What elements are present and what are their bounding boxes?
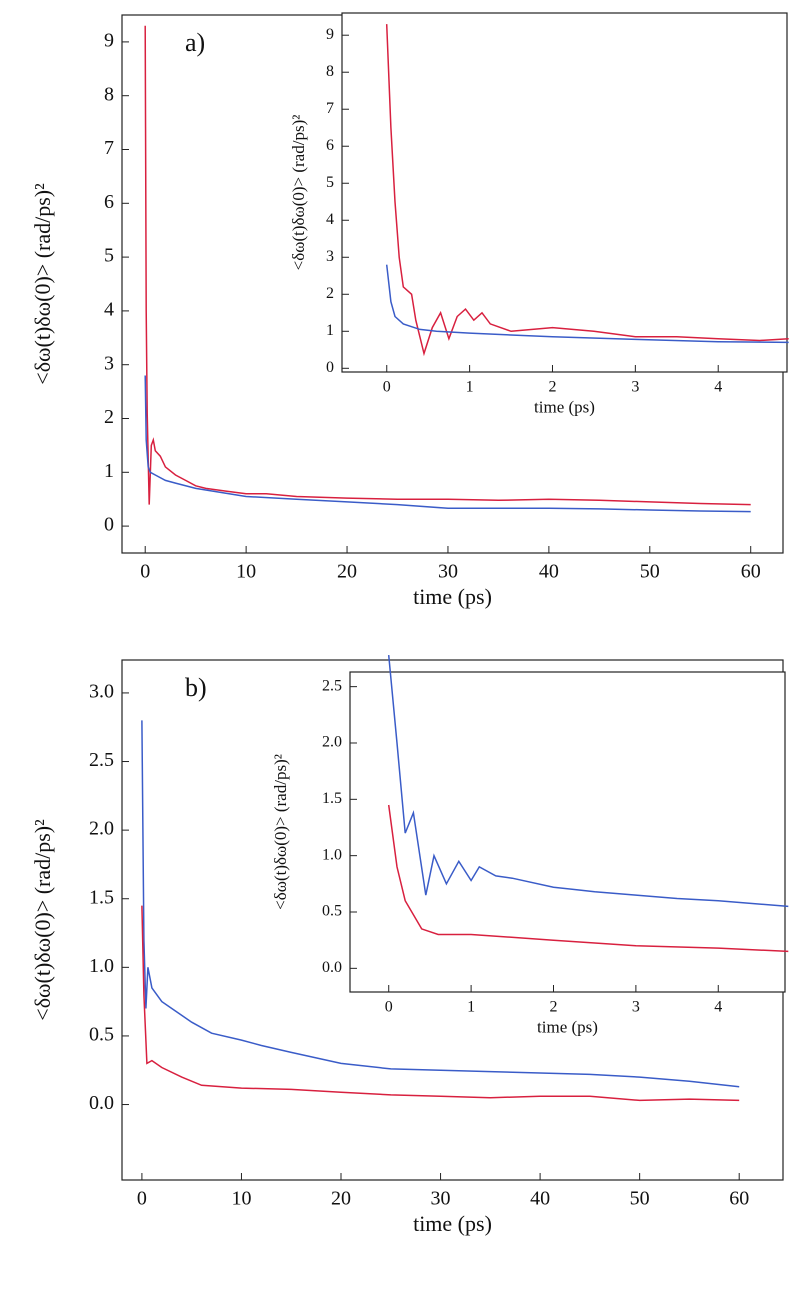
x-axis-label: time (ps) [413, 1211, 492, 1236]
x-tick-label: 2 [548, 379, 556, 396]
y-tick-label: 6 [326, 137, 334, 154]
y-axis-label: <δω(t)δω(0)> (rad/ps)² [289, 115, 308, 271]
x-tick-label: 20 [331, 1188, 351, 1210]
y-tick-label: 8 [326, 63, 334, 80]
y-axis-label: <δω(t)δω(0)> (rad/ps)² [30, 819, 55, 1021]
y-tick-label: 2.5 [89, 749, 114, 771]
y-tick-label: 4 [104, 298, 114, 320]
y-tick-label: 5 [326, 174, 334, 191]
x-tick-label: 1 [466, 379, 474, 396]
x-tick-label: 30 [431, 1188, 451, 1210]
x-tick-label: 60 [729, 1188, 749, 1210]
y-tick-label: 1.5 [89, 886, 114, 908]
y-tick-label: 9 [104, 29, 114, 51]
x-tick-label: 3 [631, 379, 639, 396]
x-tick-label: 3 [632, 999, 640, 1016]
x-tick-label: 50 [630, 1188, 650, 1210]
x-tick-label: 10 [236, 561, 256, 583]
y-axis-label: <δω(t)δω(0)> (rad/ps)² [271, 754, 290, 910]
y-tick-label: 2.0 [322, 734, 342, 751]
y-tick-label: 0 [104, 514, 114, 536]
y-tick-label: 9 [326, 26, 334, 43]
y-tick-label: 2.5 [322, 677, 342, 694]
panel-label: b) [185, 673, 207, 702]
y-tick-label: 0.0 [322, 959, 342, 976]
x-tick-label: 40 [539, 561, 559, 583]
y-tick-label: 1 [104, 460, 114, 482]
y-tick-label: 8 [104, 83, 114, 105]
x-tick-label: 60 [741, 561, 761, 583]
x-tick-label: 10 [231, 1188, 251, 1210]
y-tick-label: 0.5 [89, 1024, 114, 1046]
y-tick-label: 4 [326, 211, 334, 228]
x-axis-label: time (ps) [537, 1018, 598, 1037]
x-axis-label: time (ps) [413, 584, 492, 609]
y-axis-label: <δω(t)δω(0)> (rad/ps)² [30, 183, 55, 385]
y-tick-label: 5 [104, 245, 114, 267]
y-tick-label: 3.0 [89, 681, 114, 703]
data-line [144, 25, 751, 506]
data-line [385, 264, 789, 344]
x-tick-label: 40 [530, 1188, 550, 1210]
y-tick-label: 3 [104, 352, 114, 374]
x-tick-label: 4 [714, 999, 722, 1016]
x-tick-label: 30 [438, 561, 458, 583]
y-tick-label: 1.5 [322, 790, 342, 807]
x-tick-label: 1 [467, 999, 475, 1016]
x-tick-label: 0 [140, 561, 150, 583]
y-tick-label: 7 [104, 137, 114, 159]
x-tick-label: 4 [714, 379, 722, 396]
y-tick-label: 7 [326, 100, 334, 117]
y-tick-label: 3 [326, 248, 334, 265]
data-line [387, 655, 789, 908]
x-tick-label: 2 [549, 999, 557, 1016]
panel-label: a) [185, 28, 205, 57]
x-axis-label: time (ps) [534, 398, 595, 417]
y-tick-label: 2 [326, 285, 334, 302]
x-tick-label: 20 [337, 561, 357, 583]
x-tick-label: 0 [137, 1188, 147, 1210]
y-tick-label: 0.0 [89, 1092, 114, 1114]
y-tick-label: 1.0 [89, 955, 114, 977]
y-tick-label: 1 [326, 322, 334, 339]
data-line [385, 24, 789, 357]
y-tick-label: 2.0 [89, 818, 114, 840]
x-tick-label: 0 [383, 379, 391, 396]
x-tick-label: 50 [640, 561, 660, 583]
y-tick-label: 6 [104, 191, 114, 213]
y-tick-label: 0.5 [322, 903, 342, 920]
plot-area [349, 671, 786, 993]
y-tick-label: 1.0 [322, 846, 342, 863]
data-line [144, 375, 751, 513]
plot-area [341, 12, 788, 373]
y-tick-label: 0 [326, 359, 334, 376]
data-line [141, 720, 740, 1088]
y-tick-label: 2 [104, 406, 114, 428]
data-line [141, 905, 740, 1102]
data-line [387, 804, 789, 953]
x-tick-label: 0 [385, 999, 393, 1016]
